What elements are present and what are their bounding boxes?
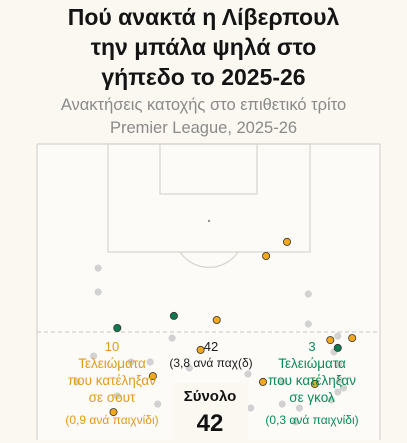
recovery-point-other [146,358,154,366]
goals-per-game: (0,3 ανά παιχνίδι) [265,413,359,427]
goals-count: 3 [308,339,316,354]
recovery-point-goal [113,323,122,332]
shots-label: Τελειώματα που κατέληξαν σε σουτ [52,355,172,406]
recovery-point-shot [212,315,221,324]
recovery-point-other [185,364,193,372]
recovery-point-goal [333,343,342,352]
recovery-point-other [304,290,312,298]
recovery-point-other [336,376,344,384]
recovery-point-other [73,378,81,386]
recovery-point-shot [282,237,291,246]
recovery-point-other [127,358,135,366]
recovery-point-other [304,320,312,328]
shots-label-line: σε σουτ [88,390,136,405]
recovery-point-other [90,352,98,360]
recovery-point-other [334,332,342,340]
recovery-point-other [335,360,343,368]
all-recoveries-per-game: (3,8 ανά παχ(δ) [169,356,253,370]
chart-subtitle-line: Premier League, 2025-26 [109,119,298,137]
goals-label-line: που κατέληξαν [267,373,356,388]
recovery-point-shot [326,336,335,345]
recovery-point-other [94,288,102,296]
all-recoveries-stat: 42 (3,8 ανά παχ(δ) [158,338,264,371]
total-box: Σύνολο 42 [172,383,248,443]
chart-title-line: την μπάλα ψηλά στο [90,34,317,60]
recovery-point-other [113,392,121,400]
recovery-point-shot [148,372,157,381]
recovery-point-other [168,334,176,342]
chart-title-line: Πού ανακτά η Λίβερπουλ [67,4,340,30]
chart-title-line: γήπεδο το 2025-26 [101,64,306,90]
penalty-spot [207,219,211,223]
recovery-point-shot [196,345,205,354]
goals-label-line: Τελειώματα [278,356,346,371]
goals-stat: 3 Τελειώματα που κατέληξαν σε γκολ (0,3 … [256,338,368,428]
goals-label-line: σε γκολ [289,390,335,405]
recovery-point-other [292,418,300,426]
recovery-point-other [327,396,335,404]
recovery-point-other [334,388,342,396]
chart-title: Πού ανακτά η Λίβερπουλ την μπάλα ψηλά στ… [0,2,407,92]
total-value: 42 [196,410,224,437]
goals-label: Τελειώματα που κατέληξαν σε γκολ [256,355,368,406]
recovery-point-other [247,404,255,412]
recovery-point-other [340,384,348,392]
chart-subtitle: Ανακτήσεις κατοχής στο επιθετικό τρίτο P… [0,94,407,140]
recovery-point-shot [348,334,357,343]
recovery-point-goal [169,311,178,320]
recovery-point-other [278,378,286,386]
recovery-point-shot [310,379,319,388]
shots-label-line: που κατέληξαν [67,373,156,388]
shots-stat: 10 Τελειώματα που κατέληξαν σε σουτ (0,9… [52,338,172,428]
recovery-point-shot [258,377,267,386]
recovery-point-other [94,264,102,272]
shots-per-game: (0,9 ανά παιχνίδι) [65,413,159,427]
recovery-point-shot [109,408,118,417]
recovery-point-shot [262,251,271,260]
recovery-point-other [295,404,303,412]
recovery-point-other [244,370,252,378]
recovery-point-other [154,400,162,408]
recovery-point-other [278,400,286,408]
all-recoveries-count: 42 [203,339,219,354]
total-label: Σύνολο [183,388,237,405]
chart-subtitle-line: Ανακτήσεις κατοχής στο επιθετικό τρίτο [60,96,347,114]
six-yard-box [159,143,258,195]
recovery-points [73,237,357,430]
shots-count: 10 [104,339,120,354]
shots-label-line: Τελειώματα [78,356,146,371]
penalty-arc [179,251,239,269]
